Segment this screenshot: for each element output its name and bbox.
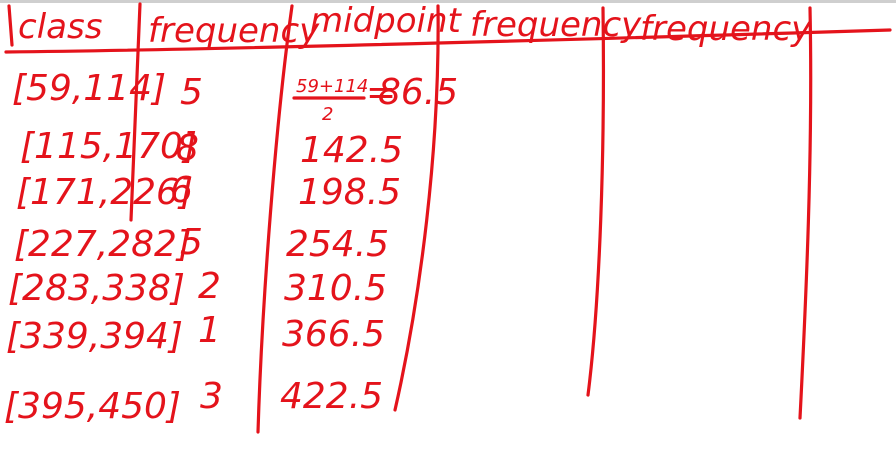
row5-frequency: 2: [198, 266, 221, 307]
row5-class: [283,338]: [8, 268, 185, 309]
row6-midpoint: 366.5: [282, 314, 385, 355]
column-rule-3: [256, 4, 294, 434]
column-rule-4: [393, 4, 440, 412]
row1-mid-denominator: 2: [322, 104, 333, 125]
row1-midpoint: 86.5: [378, 72, 458, 113]
row4-class: [227,282]: [14, 224, 191, 265]
row1-frequency: 5: [180, 72, 203, 113]
row7-frequency: 3: [200, 376, 223, 417]
row2-frequency: 8: [176, 128, 199, 169]
top-ruler-strip: [0, 0, 896, 3]
row2-class: [115,170]: [20, 126, 197, 167]
header-midpoint: midpoint: [310, 1, 463, 41]
row6-frequency: 1: [198, 310, 221, 351]
row1-mid-numerator: 59+114: [296, 76, 368, 97]
row3-midpoint: 198.5: [298, 172, 401, 213]
header-rule: [4, 28, 892, 54]
row4-midpoint: 254.5: [286, 224, 389, 265]
column-rule-1: [7, 4, 14, 47]
row3-frequency: 6: [170, 170, 193, 211]
row5-midpoint: 310.5: [284, 268, 387, 309]
row2-midpoint: 142.5: [300, 130, 403, 171]
header-frequency-2: frequency: [470, 5, 642, 45]
row4-frequency: 5: [180, 222, 203, 263]
column-rule-5: [586, 6, 606, 397]
column-rule-2: [129, 2, 142, 222]
row6-class: [339,394]: [6, 316, 183, 357]
row1-equals: =: [366, 72, 396, 113]
header-frequency: frequency: [148, 11, 320, 51]
row3-class: [171,226]: [16, 172, 193, 213]
column-rule-6: [798, 6, 813, 420]
row7-midpoint: 422.5: [280, 376, 383, 417]
row1-class: [59,114]: [12, 68, 166, 109]
header-frequency-3: frequency: [640, 9, 812, 49]
row7-class: [395,450]: [4, 386, 181, 427]
header-class: class: [18, 7, 102, 47]
